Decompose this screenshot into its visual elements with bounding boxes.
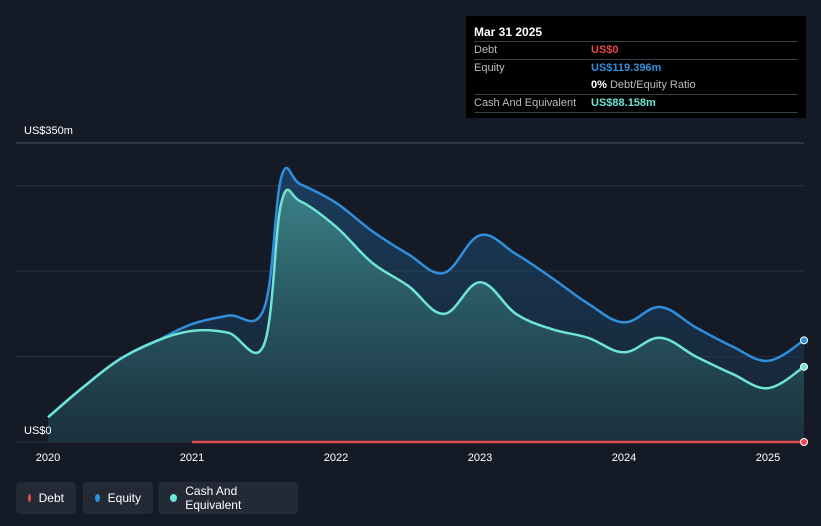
legend-equity-swatch: [95, 494, 100, 502]
tooltip-debt-label: Debt: [474, 44, 498, 56]
tooltip-row-cash: Cash And Equivalent US$88.158m: [474, 94, 798, 113]
legend-equity[interactable]: Equity: [83, 482, 153, 514]
x-tick-label: 2024: [612, 452, 636, 464]
x-tick-label: 2020: [36, 452, 60, 464]
x-axis-tick-labels: 2020 2021 2022 2023 2024 2025: [36, 452, 780, 464]
cash-and-equivalent-area: [48, 189, 804, 442]
tooltip-row-debt: Debt US$0: [474, 41, 798, 59]
tooltip-debt-value: US$0: [591, 44, 619, 56]
equity-line: [47, 166, 805, 419]
equity-endpoint: [800, 336, 808, 345]
series-endpoints: [800, 336, 808, 446]
tooltip-cash-value: US$88.158m: [591, 97, 656, 109]
cash-and-equivalent-endpoint: [800, 362, 808, 371]
data-tooltip: Mar 31 2025 Debt US$0 Equity US$119.396m…: [466, 16, 806, 118]
tooltip-cash-label: Cash And Equivalent: [474, 97, 577, 109]
cash-and-equivalent-line: [47, 188, 805, 419]
y-axis-bottom-label: US$0: [24, 425, 52, 437]
x-tick-label: 2023: [468, 452, 492, 464]
tooltip-equity-label: Equity: [474, 62, 505, 74]
x-tick-label: 2025: [756, 452, 780, 464]
tooltip-date: Mar 31 2025: [474, 25, 543, 39]
debt-endpoint: [800, 438, 808, 446]
legend-cash-swatch: [170, 494, 178, 502]
tooltip-ratio-label: Debt/Equity Ratio: [609, 79, 696, 91]
tooltip-row-ratio: 0% Debt/Equity Ratio: [474, 77, 798, 94]
legend-debt-label: Debt: [38, 491, 64, 505]
tooltip-equity-value: US$119.396m: [591, 62, 662, 74]
series-lines: [47, 166, 805, 444]
y-axis-top-label: US$350m: [24, 125, 73, 137]
legend-debt-swatch: [28, 494, 31, 502]
legend-cash[interactable]: Cash And Equivalent: [158, 482, 298, 514]
tooltip-row-equity: Equity US$119.396m: [474, 59, 798, 77]
legend-equity-label: Equity: [107, 491, 141, 505]
x-tick-label: 2021: [180, 452, 204, 464]
x-tick-label: 2022: [324, 452, 348, 464]
tooltip-ratio-value: 0%: [591, 79, 607, 91]
legend-debt[interactable]: Debt: [16, 482, 76, 514]
legend-cash-label: Cash And Equivalent: [185, 484, 242, 512]
